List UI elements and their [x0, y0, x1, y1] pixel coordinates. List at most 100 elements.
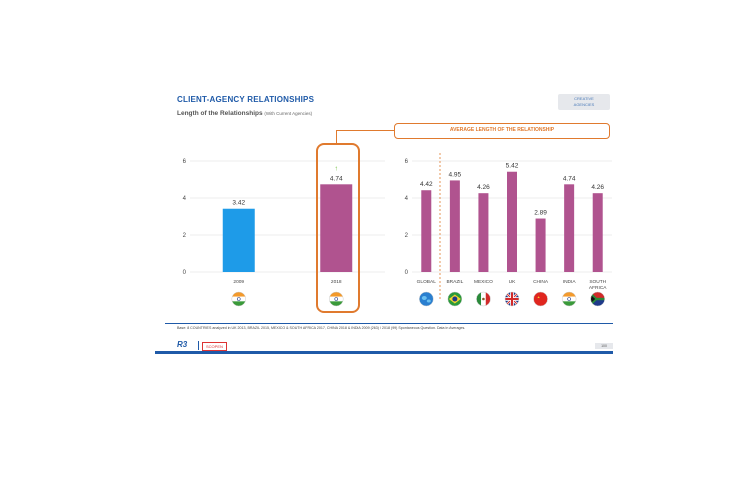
- footnote: Base: 8 COUNTRIES analyzed in UK 2013, B…: [177, 326, 466, 330]
- flag-outline: [447, 291, 463, 307]
- bar-china: [535, 218, 546, 272]
- flag-fill: [562, 292, 577, 306]
- green-band: [231, 301, 246, 306]
- black-triangle: [590, 295, 596, 303]
- flag-outline: [561, 291, 577, 307]
- y-tick-label: 2: [405, 233, 409, 239]
- star: [537, 296, 540, 299]
- data-label: 2.89: [534, 210, 547, 217]
- bottom-bar: [155, 351, 613, 354]
- white-band: [562, 296, 577, 302]
- data-label: 4.95: [449, 171, 462, 178]
- data-label: 4.74: [563, 175, 576, 182]
- china-flag-icon: [533, 291, 548, 307]
- y-tick-label: 6: [405, 159, 409, 165]
- cross-v-red: [511, 292, 513, 306]
- data-label: 4.42: [420, 181, 433, 188]
- logo-separator: [198, 341, 199, 350]
- data-label: 4.26: [477, 184, 490, 191]
- chart-title: CLIENT-AGENCY RELATIONSHIPS: [177, 95, 315, 104]
- brazil-flag-icon: [447, 291, 463, 307]
- green-band: [476, 292, 482, 306]
- trend-up-icon: ↑: [335, 165, 339, 172]
- y-tick-label: 4: [405, 196, 409, 202]
- blue-band: [590, 299, 605, 306]
- x-tick-label: UK: [509, 279, 516, 285]
- emblem: [482, 297, 485, 301]
- flag-fill: [533, 292, 548, 306]
- x-tick-label: AFRICA: [589, 285, 607, 291]
- flag-outline: [590, 291, 605, 307]
- x-tick-label: GLOBAL: [417, 279, 437, 285]
- red-field: [533, 292, 548, 306]
- flag-outline: [231, 291, 246, 307]
- flag-outline: [476, 291, 491, 307]
- y-tick-label: 2: [183, 233, 187, 239]
- data-label: 4.26: [591, 184, 604, 191]
- india-flag-icon: [329, 291, 344, 307]
- x-tick-label: MEXICO: [474, 279, 493, 285]
- data-label: 4.74: [330, 175, 343, 182]
- red-band: [485, 292, 491, 306]
- y-tick-label: 0: [405, 270, 409, 276]
- flag-fill: [505, 292, 519, 306]
- x-tick-label: 2018: [331, 279, 342, 285]
- saffron-band: [231, 292, 246, 297]
- chakra: [567, 297, 571, 301]
- footer-divider: [165, 323, 613, 324]
- white-band: [329, 296, 344, 302]
- bar-2009: [222, 208, 255, 272]
- green-band: [329, 301, 344, 306]
- data-label: 5.42: [506, 163, 519, 170]
- subtitle-text: Length of the Relationships: [177, 110, 263, 117]
- tag-line-1: CREATIVE: [574, 96, 594, 101]
- chakra: [334, 297, 339, 301]
- y-tick-label: 6: [183, 159, 187, 165]
- bar-brazil: [449, 180, 460, 272]
- flag-fill: [476, 292, 491, 306]
- flag-fill: [447, 292, 462, 306]
- bar-2018: [320, 184, 353, 272]
- flag-fill: [419, 292, 434, 306]
- y-tick-label: 4: [183, 196, 187, 202]
- data-label: 3.42: [232, 200, 245, 207]
- chart-subtitle: Length of the Relationships (With Curren…: [177, 110, 312, 117]
- bar-india: [564, 184, 575, 272]
- chakra: [236, 297, 241, 301]
- india-flag-icon: [561, 291, 577, 307]
- saffron-band: [562, 292, 577, 297]
- globe-flag-icon: [419, 291, 434, 307]
- bar-south-africa: [592, 193, 603, 272]
- average-length-callout: AVERAGE LENGTH OF THE RELATIONSHIP: [394, 123, 610, 139]
- tag-line-2: AGENCIES: [573, 102, 595, 107]
- subtitle-note: (With Current Agencies): [264, 111, 313, 116]
- chart-right: 0 2 4 6 4.42 GLOBAL 4.95 BRAZIL 4.26 MEXICO 5.42 UK…: [405, 153, 612, 307]
- page-number: 100: [595, 343, 613, 349]
- flag-outline: [419, 291, 434, 307]
- white-band: [231, 296, 246, 302]
- landmass-1: [421, 296, 427, 300]
- flag-fill: [231, 292, 246, 306]
- saffron-band: [329, 292, 344, 297]
- flag-fill: [329, 292, 344, 306]
- bar-global: [421, 190, 432, 272]
- red-band: [590, 292, 605, 299]
- y-tick-label: 0: [183, 270, 187, 276]
- uk-flag-icon: [504, 291, 520, 307]
- flag-outline: [329, 291, 344, 307]
- x-tick-label: 2009: [233, 279, 244, 285]
- x-tick-label: SOUTH: [589, 279, 606, 285]
- green-band: [562, 301, 577, 306]
- landmass-2: [426, 299, 431, 303]
- south-africa-flag-icon: [590, 291, 605, 307]
- chart-left: 0 2 4 6 3.42 2009 4.74 2018 ↑: [183, 159, 385, 307]
- x-tick-label: BRAZIL: [446, 279, 463, 285]
- india-flag-icon: [231, 291, 246, 307]
- bar-uk: [507, 171, 517, 272]
- green-band: [590, 297, 605, 301]
- x-tick-label: CHINA: [533, 279, 549, 285]
- mexico-flag-icon: [476, 291, 491, 307]
- bar-mexico: [478, 193, 489, 272]
- x-tick-label: INDIA: [563, 279, 577, 285]
